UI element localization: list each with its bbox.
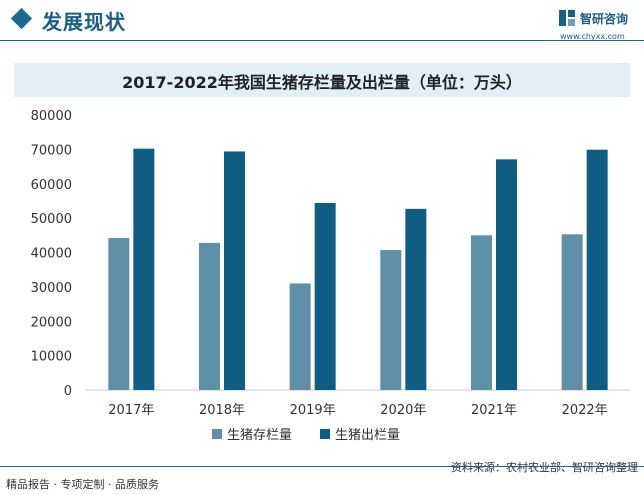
y-tick-label: 60000 — [31, 178, 72, 193]
bar — [289, 283, 311, 390]
x-tick-label: 2020年 — [380, 403, 426, 418]
bar-chart: 0 10000 20000 30000 40000 50000 60000 70000 8000… — [31, 109, 630, 443]
legend-label: 生猪出栏量 — [335, 428, 400, 443]
x-tick-label: 2018年 — [199, 403, 245, 418]
y-tick-label: 40000 — [31, 247, 72, 262]
legend-label: 生猪存栏量 — [227, 428, 292, 443]
header-divider — [0, 40, 644, 41]
y-tick-label: 10000 — [31, 350, 72, 365]
bar — [108, 238, 130, 390]
x-tick-label: 2019年 — [290, 403, 336, 418]
bar — [133, 148, 155, 390]
bar — [496, 159, 517, 390]
legend-swatch — [320, 429, 330, 439]
bar — [380, 250, 402, 390]
footer-divider — [0, 466, 644, 467]
y-tick-label: 0 — [64, 384, 72, 399]
bar — [561, 234, 583, 390]
x-tick-label: 2022年 — [562, 403, 608, 418]
diamond-icon — [10, 7, 33, 30]
bar — [471, 235, 492, 390]
legend-swatch — [212, 429, 222, 439]
y-tick-label: 50000 — [31, 212, 72, 227]
section-title: 发展现状 — [42, 10, 126, 34]
bar — [405, 208, 427, 390]
bar — [199, 242, 220, 390]
logo-mark-icon — [559, 10, 575, 26]
footer-tagline: 精品报告 · 专项定制 · 品质服务 — [6, 478, 159, 491]
header: 发展现状 智研咨询 www.chyxx.com — [0, 0, 644, 42]
bar — [586, 149, 608, 390]
chart-title: 2017-2022年我国生猪存栏量及出栏量（单位：万头） — [122, 73, 522, 92]
y-tick-label: 80000 — [31, 109, 72, 124]
x-tick-label: 2017年 — [108, 403, 154, 418]
chart-title-bar: 2017-2022年我国生猪存栏量及出栏量（单位：万头） — [14, 63, 630, 97]
source-note: 资料来源：农村农业部、智研咨询整理 — [451, 461, 638, 474]
logo-url: www.chyxx.com — [560, 32, 625, 41]
x-tick-label: 2021年 — [471, 403, 517, 418]
logo: 智研咨询 www.chyxx.com — [558, 9, 644, 41]
y-tick-label: 70000 — [31, 143, 72, 158]
y-tick-label: 20000 — [31, 315, 72, 330]
logo-name: 智研咨询 — [580, 12, 629, 26]
y-tick-label: 30000 — [31, 281, 72, 296]
bar — [314, 203, 336, 390]
bar — [224, 151, 245, 390]
